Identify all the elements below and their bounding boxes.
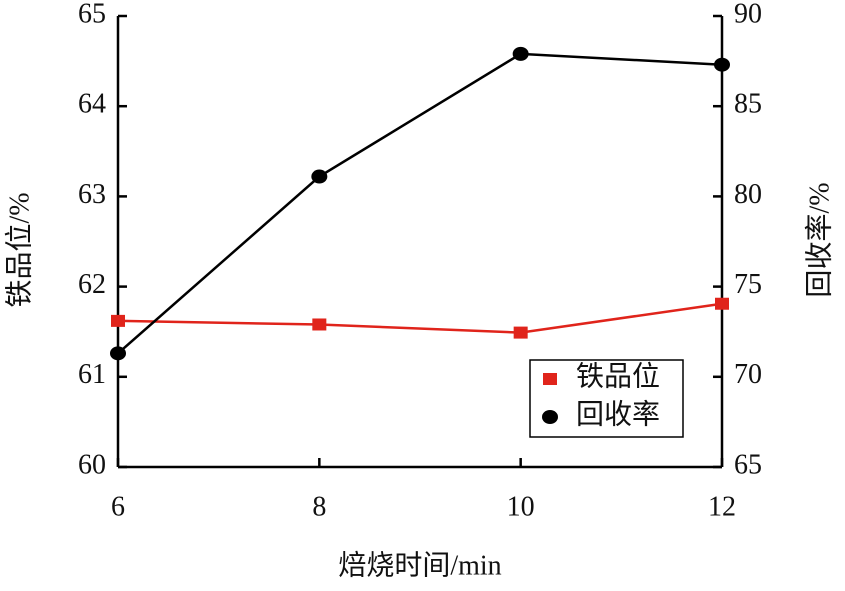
y2-tick-label: 75: [734, 269, 762, 300]
y-tick-label: 62: [78, 269, 106, 300]
series-line: [117, 52, 723, 355]
y2-axis-label: 回收率/%: [803, 182, 835, 297]
y2-tick-label: 65: [734, 449, 762, 480]
legend-label: 回收率: [576, 398, 660, 430]
x-tick-label: 12: [708, 491, 736, 522]
point: [513, 326, 528, 339]
x-tick-label: 8: [312, 491, 326, 522]
y2-tick-label: 80: [734, 179, 762, 210]
point: [512, 46, 529, 61]
x-axis-label: 焙烧时间/min: [338, 549, 501, 581]
point: [715, 297, 729, 310]
y-axis-label: 铁品位/%: [3, 192, 35, 307]
y-tick-label: 63: [78, 179, 106, 210]
y-tick-label: 65: [78, 0, 106, 29]
point: [111, 314, 125, 327]
point: [714, 57, 730, 72]
y2-tick-label: 70: [734, 359, 762, 390]
y-tick-label: 60: [78, 449, 106, 480]
legend-marker: [543, 373, 557, 385]
y-tick-label: 64: [78, 89, 106, 120]
legend-label: 铁品位: [576, 360, 660, 392]
point: [311, 169, 328, 184]
point: [110, 346, 126, 361]
x-tick-label: 10: [507, 491, 535, 522]
legend-box: [529, 359, 684, 438]
series-line: [117, 302, 723, 334]
y-tick-label: 61: [78, 359, 106, 390]
x-tick-label: 6: [111, 491, 125, 522]
y2-tick-label: 85: [734, 89, 762, 120]
point: [312, 318, 327, 331]
y2-tick-label: 90: [734, 0, 762, 29]
legend-marker: [542, 410, 558, 424]
